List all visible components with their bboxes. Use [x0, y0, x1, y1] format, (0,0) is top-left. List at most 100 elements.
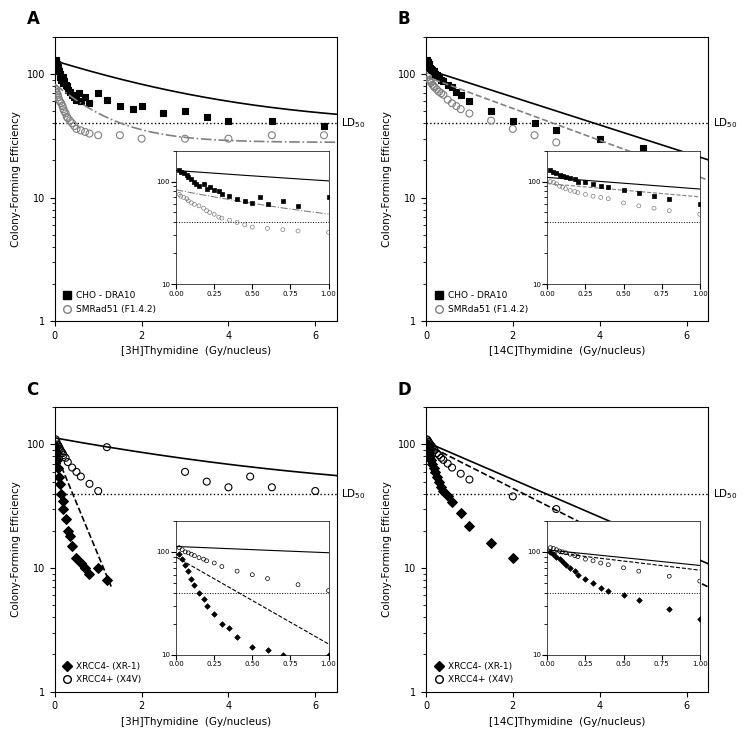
Point — [431, 471, 443, 483]
Point — [49, 441, 61, 453]
Point — [61, 111, 73, 123]
Legend: XRCC4- (XR-1), XRCC4+ (X4V): XRCC4- (XR-1), XRCC4+ (X4V) — [431, 659, 515, 687]
X-axis label: [14C]Thymidine  (Gy/nucleus): [14C]Thymidine (Gy/nucleus) — [489, 717, 646, 727]
Point — [101, 574, 113, 586]
Point — [52, 462, 64, 474]
Point — [222, 133, 234, 145]
Point — [57, 447, 69, 459]
Point — [55, 488, 67, 500]
Point — [446, 497, 458, 508]
Point — [423, 61, 435, 72]
Point — [101, 94, 113, 106]
Text: B: B — [398, 10, 411, 28]
Text: LD$_{50}$: LD$_{50}$ — [713, 487, 738, 500]
Point — [179, 133, 191, 145]
Text: LD$_{50}$: LD$_{50}$ — [713, 117, 738, 130]
Point — [57, 100, 69, 112]
Point — [426, 441, 438, 453]
Point — [70, 94, 82, 106]
Point — [455, 89, 467, 100]
Point — [551, 137, 562, 148]
Y-axis label: Colony-Forming Efficiency: Colony-Forming Efficiency — [11, 481, 21, 618]
Point — [422, 441, 434, 453]
Point — [637, 142, 649, 154]
Point — [464, 108, 476, 120]
Point — [53, 471, 65, 483]
Point — [60, 513, 72, 525]
Point — [60, 452, 72, 463]
Point — [425, 454, 437, 466]
Point — [438, 485, 450, 497]
Point — [446, 462, 458, 474]
Point — [62, 525, 74, 537]
Point — [79, 126, 91, 138]
Point — [428, 66, 440, 77]
Point — [58, 75, 70, 87]
Point — [424, 450, 436, 462]
Point — [60, 108, 72, 120]
Point — [423, 438, 435, 449]
Point — [49, 83, 61, 95]
Point — [442, 491, 454, 503]
Point — [423, 447, 435, 459]
Point — [429, 68, 441, 80]
Point — [54, 478, 66, 490]
Point — [60, 79, 72, 91]
Point — [92, 129, 104, 141]
Point — [157, 108, 169, 120]
Point — [52, 440, 64, 452]
Point — [681, 149, 693, 161]
Point — [52, 438, 64, 450]
Point — [58, 503, 70, 515]
Point — [62, 112, 74, 124]
Y-axis label: Colony-Forming Efficiency: Colony-Forming Efficiency — [382, 111, 393, 247]
Point — [62, 456, 74, 468]
Point — [55, 71, 67, 83]
Point — [424, 75, 436, 87]
Point — [421, 68, 433, 80]
Point — [55, 74, 67, 86]
Point — [485, 106, 497, 117]
Point — [425, 440, 437, 452]
Point — [51, 87, 63, 99]
Point — [66, 540, 78, 552]
Point — [426, 458, 438, 469]
Point — [51, 447, 63, 459]
Point — [75, 557, 87, 569]
Point — [507, 123, 519, 135]
Point — [200, 111, 212, 123]
Point — [426, 64, 438, 76]
Point — [92, 485, 104, 497]
Point — [135, 133, 147, 145]
Point — [318, 120, 330, 132]
Point — [431, 83, 443, 95]
Point — [52, 454, 64, 466]
Point — [424, 62, 436, 74]
Point — [57, 71, 69, 83]
Point — [50, 56, 62, 68]
Point — [464, 474, 476, 486]
Point — [421, 438, 433, 450]
Point — [433, 449, 445, 461]
Point — [70, 552, 82, 564]
Point — [68, 120, 80, 132]
X-axis label: [14C]Thymidine  (Gy/nucleus): [14C]Thymidine (Gy/nucleus) — [489, 347, 646, 356]
Point — [64, 86, 76, 97]
Point — [58, 449, 70, 461]
Point — [318, 129, 330, 141]
Point — [681, 167, 693, 179]
Point — [52, 89, 64, 100]
Point — [424, 438, 436, 450]
Point — [64, 531, 76, 542]
Point — [222, 114, 234, 126]
Point — [52, 61, 64, 72]
Point — [55, 446, 67, 458]
Text: D: D — [398, 381, 411, 399]
Point — [266, 114, 278, 126]
Point — [53, 441, 65, 453]
Point — [266, 481, 278, 493]
Point — [200, 476, 212, 488]
Point — [428, 462, 440, 474]
Point — [446, 81, 458, 93]
X-axis label: [3H]Thymidine  (Gy/nucleus): [3H]Thymidine (Gy/nucleus) — [121, 347, 271, 356]
